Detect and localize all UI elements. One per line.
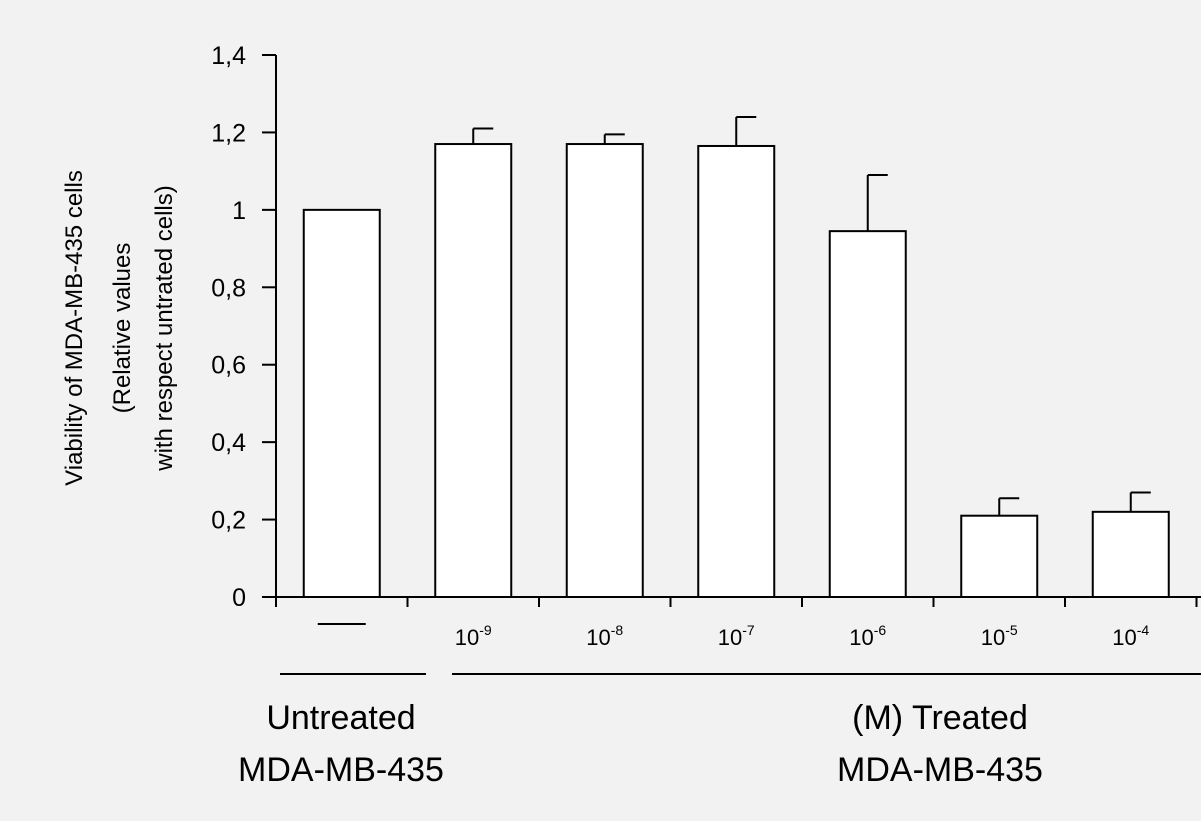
category-label: 10-4: [1112, 622, 1149, 650]
bar-5: [828, 230, 907, 598]
bar-1: [302, 208, 381, 598]
y-tick-label: 0,4: [211, 429, 246, 457]
y-tick-label: 1,4: [211, 42, 246, 70]
bars: [302, 143, 1170, 599]
bar-7: [1091, 510, 1170, 599]
y-tick-label: 1,2: [211, 119, 246, 147]
group-label-2-line-2: MDA-MB-435: [837, 751, 1043, 789]
x-axis: [275, 596, 1201, 607]
category-label: 10-7: [718, 622, 755, 650]
bar-6: [960, 514, 1039, 599]
y-axis-label-line-1: Viability of MDA-MB-435 cells: [61, 170, 88, 486]
y-tick-label: 0,6: [211, 352, 246, 380]
group-label-1-line-2: MDA-MB-435: [238, 751, 444, 789]
y-tick-label: 0,8: [211, 274, 246, 302]
group-labels: Untreated MDA-MB-435 (M) Treated MDA-MB-435: [238, 673, 1201, 789]
error-bars: [472, 115, 1151, 516]
category-label: 10-9: [455, 622, 492, 650]
category-label: 10-6: [849, 622, 886, 650]
category-label: 10-8: [586, 622, 623, 650]
y-tick-label: 0: [232, 584, 246, 612]
y-tick-label: 1: [232, 197, 246, 225]
group-label-2-line-1: (M) Treated: [852, 699, 1028, 737]
category-labels: 10-9 10-8 10-7 10-6 10-5 10-4: [317, 622, 1149, 650]
group-label-1-line-1: Untreated: [266, 699, 415, 737]
y-tick-label: 0,2: [211, 507, 246, 535]
bar-4: [697, 144, 776, 598]
category-label: 10-5: [981, 622, 1018, 650]
y-axis-label: Viability of MDA-MB-435 cells (Relative v…: [61, 170, 178, 486]
y-axis-label-line-2: (Relative values: [109, 243, 136, 414]
y-axis: 0 0,2 0,4 0,6 0,8 1 1,2 1,4: [211, 42, 277, 612]
bar-3: [565, 143, 644, 599]
y-axis-label-line-3: with respect untrated cells): [151, 185, 178, 471]
bar-2: [434, 143, 513, 599]
